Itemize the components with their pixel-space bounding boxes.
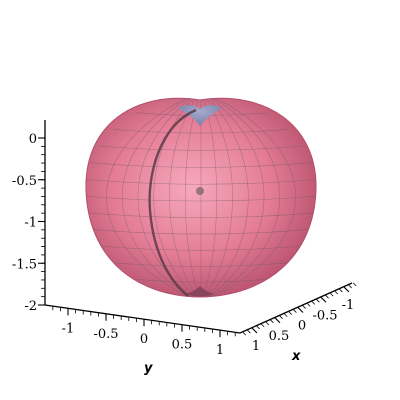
x-minor-tick: [352, 282, 357, 287]
z-tick-label: 0: [29, 132, 37, 147]
x-axis-title: x: [291, 349, 301, 364]
x-minor-tick: [260, 323, 265, 328]
x-tick-label: -0.5: [312, 308, 337, 323]
x-axis: 1 0.5 0 -0.5 -1 x: [239, 282, 357, 364]
x-minor-tick: [265, 321, 270, 326]
y-tick-label: 0.5: [172, 338, 193, 353]
mesh-longitude: [207, 98, 296, 297]
center-point: [196, 187, 204, 195]
x-tick-label: 1: [252, 339, 260, 354]
apple-surface: [85, 97, 317, 298]
y-tick-label: 1: [216, 343, 224, 358]
x-minor-tick: [302, 305, 306, 309]
x-axis-line: [239, 282, 353, 334]
z-tick-label: -1.5: [12, 257, 37, 272]
x-minor-tick: [316, 299, 320, 303]
x-minor-tick: [348, 284, 352, 289]
y-tick-label: 0: [140, 332, 148, 347]
x-minor-tick: [293, 309, 297, 313]
top-dimple: [178, 105, 222, 126]
x-minor-tick: [325, 294, 329, 299]
x-tick: [251, 327, 258, 334]
x-minor-tick: [279, 315, 283, 319]
z-axis: 0 -0.5 -1 -1.5 -2: [12, 120, 46, 314]
mesh-longitude: [203, 98, 233, 297]
mesh-longitude: [153, 98, 198, 297]
meridian-curve: [148, 108, 197, 297]
x-minor-tick: [270, 319, 274, 324]
x-tick: [274, 317, 281, 324]
z-tick-label: -0.5: [12, 174, 37, 189]
x-minor-tick: [283, 313, 288, 317]
x-minor-tick: [334, 290, 339, 295]
y-tick-label: -0.5: [93, 327, 118, 342]
x-minor-tick: [242, 331, 247, 336]
y-axis-title: y: [144, 361, 153, 376]
bottom-dimple: [186, 286, 214, 297]
y-axis: -1 -0.5 0 0.5 1 y: [44, 304, 241, 376]
mesh-longitude: [204, 98, 249, 297]
x-minor-tick: [288, 311, 293, 315]
x-minor-tick: [311, 301, 316, 305]
x-minor-tick: [247, 329, 251, 334]
x-minor-tick: [339, 288, 343, 293]
z-tick-label: -1: [24, 216, 37, 231]
mesh-longitude: [106, 98, 195, 297]
mesh-longitude: [121, 98, 196, 297]
x-tick-label: 0: [298, 319, 306, 334]
x-tick: [297, 307, 304, 313]
z-tick-label: -2: [24, 299, 37, 314]
x-tick-label: 0.5: [269, 329, 290, 344]
y-tick-label: -1: [62, 321, 75, 336]
x-tick: [343, 286, 350, 293]
x-minor-tick: [329, 292, 334, 297]
x-minor-tick: [306, 303, 311, 307]
surface-mesh: [85, 98, 317, 297]
x-tick-label: -1: [342, 298, 355, 313]
x-minor-tick: [256, 325, 260, 330]
y-axis-line: [44, 304, 241, 334]
mesh-longitude: [206, 98, 281, 297]
x-tick: [320, 296, 327, 303]
mesh-longitude: [205, 98, 265, 297]
